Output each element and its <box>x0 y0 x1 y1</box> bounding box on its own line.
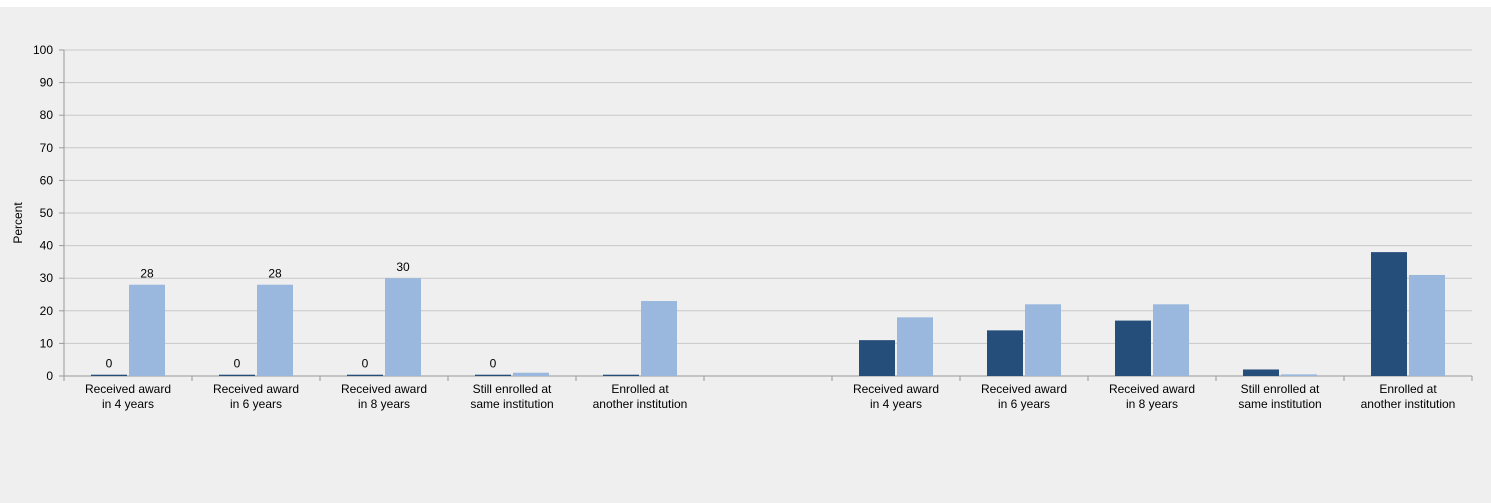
data-label: 30 <box>396 260 410 274</box>
x-tick-label: Received award in 4 years <box>853 382 939 411</box>
bar <box>1281 374 1317 376</box>
data-label: 0 <box>234 357 241 371</box>
bar <box>219 374 255 376</box>
y-tick-label: 80 <box>40 108 54 122</box>
bar <box>91 374 127 376</box>
bar <box>257 284 293 376</box>
x-tick-label: Received award in 8 years <box>1109 382 1195 411</box>
y-tick-label: 40 <box>40 239 54 253</box>
bar <box>1243 369 1279 376</box>
y-tick-label: 50 <box>40 206 54 220</box>
y-axis-label: Percent <box>11 202 25 244</box>
data-label: 28 <box>140 267 154 281</box>
axes <box>59 49 1473 381</box>
y-tick-label: 20 <box>40 304 54 318</box>
tick-labels: 0 10 20 30 40 50 60 70 80 90 100 Received award in 4… <box>33 43 1455 411</box>
bar <box>859 340 895 376</box>
bar <box>1371 252 1407 376</box>
bar <box>513 372 549 376</box>
data-label: 0 <box>490 357 497 371</box>
bar <box>641 301 677 376</box>
x-tick-label: Enrolled at another institution <box>1361 382 1456 411</box>
gridlines <box>64 49 1472 344</box>
bar <box>385 278 421 376</box>
bar <box>1115 320 1151 376</box>
y-tick-label: 30 <box>40 271 54 285</box>
y-tick-label: 100 <box>33 43 53 57</box>
bar <box>603 374 639 376</box>
x-tick-label: Received award in 6 years <box>213 382 299 411</box>
data-label: 28 <box>268 267 282 281</box>
bars <box>91 252 1445 376</box>
x-tick-label: Still enrolled at same institution <box>470 382 553 411</box>
bar <box>347 374 383 376</box>
bar-chart: 0 28 0 28 0 30 0 0 10 20 30 40 50 60 70 80 90 100 Receive… <box>11 43 1473 411</box>
y-tick-label: 90 <box>40 76 54 90</box>
data-labels: 0 28 0 28 0 30 0 <box>106 260 497 370</box>
bar <box>1153 304 1189 376</box>
y-tick-label: 70 <box>40 141 54 155</box>
x-tick-label: Still enrolled at same institution <box>1238 382 1321 411</box>
data-label: 0 <box>362 357 369 371</box>
y-tick-label: 10 <box>40 336 54 350</box>
data-label: 0 <box>106 357 113 371</box>
x-tick-label: Enrolled at another institution <box>593 382 688 411</box>
y-tick-label: 0 <box>46 369 53 383</box>
bar <box>475 374 511 376</box>
y-tick-label: 60 <box>40 173 54 187</box>
bar <box>129 284 165 376</box>
bar <box>1025 304 1061 376</box>
bar <box>897 317 933 376</box>
chart-panel: 0 28 0 28 0 30 0 0 10 20 30 40 50 60 70 80 90 100 Receive… <box>0 7 1491 503</box>
x-tick-label: Received award in 4 years <box>85 382 171 411</box>
x-tick-label: Received award in 8 years <box>341 382 427 411</box>
bar <box>1409 274 1445 376</box>
x-tick-label: Received award in 6 years <box>981 382 1067 411</box>
bar <box>987 330 1023 376</box>
